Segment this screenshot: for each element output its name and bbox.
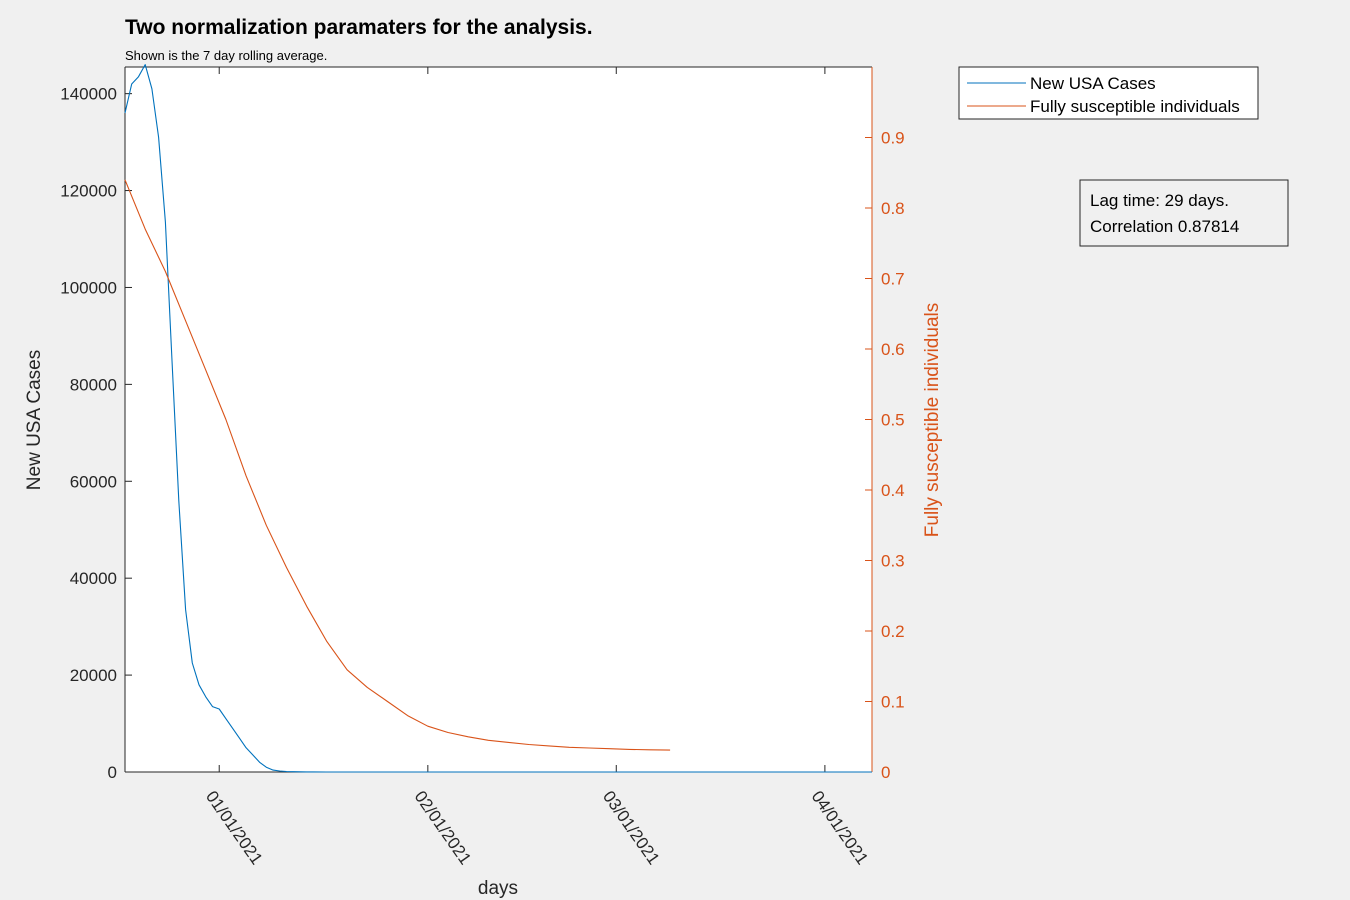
right-tick-label: 0.7	[881, 270, 905, 289]
x-tick-label: 03/01/2021	[599, 787, 663, 868]
x-tick-label: 04/01/2021	[808, 787, 872, 868]
x-tick-label: 02/01/2021	[411, 787, 475, 868]
right-tick-label: 0.4	[881, 481, 905, 500]
series-line-fully-susceptible	[124, 179, 671, 751]
right-tick-label: 0.1	[881, 693, 905, 712]
right-tick-label: 0.2	[881, 622, 905, 641]
chart-subtitle: Shown is the 7 day rolling average.	[125, 48, 327, 63]
plot-area	[125, 67, 872, 772]
series-group	[124, 64, 872, 773]
x-tick-label: 01/01/2021	[202, 787, 266, 868]
legend-box	[958, 66, 1259, 120]
series-line-new-usa-cases	[124, 64, 872, 773]
annotation-box: Lag time: 29 days. Correlation 0.87814	[1079, 179, 1289, 247]
chart-title: Two normalization paramaters for the ana…	[125, 16, 593, 39]
right-tick-label: 0.6	[881, 340, 905, 359]
right-tick-label: 0.5	[881, 411, 905, 430]
left-tick-label: 120000	[60, 182, 117, 201]
legend: New USA Cases Fully susceptible individu…	[958, 66, 1259, 120]
y-axis-label-left: New USA Cases	[24, 350, 45, 490]
annotation-correlation: Correlation 0.87814	[1090, 217, 1239, 236]
right-tick-label: 0	[881, 763, 890, 782]
left-axis-ticks: 0 20000 40000 60000 80000 100000 120000 140000	[60, 85, 132, 782]
left-tick-label: 140000	[60, 85, 117, 104]
left-tick-label: 60000	[70, 472, 117, 491]
right-tick-label: 0.9	[881, 129, 905, 148]
left-tick-label: 40000	[70, 569, 117, 588]
right-tick-label: 0.8	[881, 199, 905, 218]
right-tick-label: 0.3	[881, 552, 905, 571]
left-tick-label: 100000	[60, 278, 117, 297]
annotation-lag: Lag time: 29 days.	[1090, 191, 1229, 210]
legend-label-cases: New USA Cases	[1030, 74, 1156, 93]
left-tick-label: 80000	[70, 375, 117, 394]
annotation-frame	[1079, 179, 1289, 247]
y-axis-label-right: Fully susceptible individuals	[922, 303, 943, 537]
x-axis-label: days	[478, 878, 518, 899]
legend-label-susceptible: Fully susceptible individuals	[1030, 97, 1240, 116]
left-tick-label: 0	[108, 763, 117, 782]
left-tick-label: 20000	[70, 666, 117, 685]
